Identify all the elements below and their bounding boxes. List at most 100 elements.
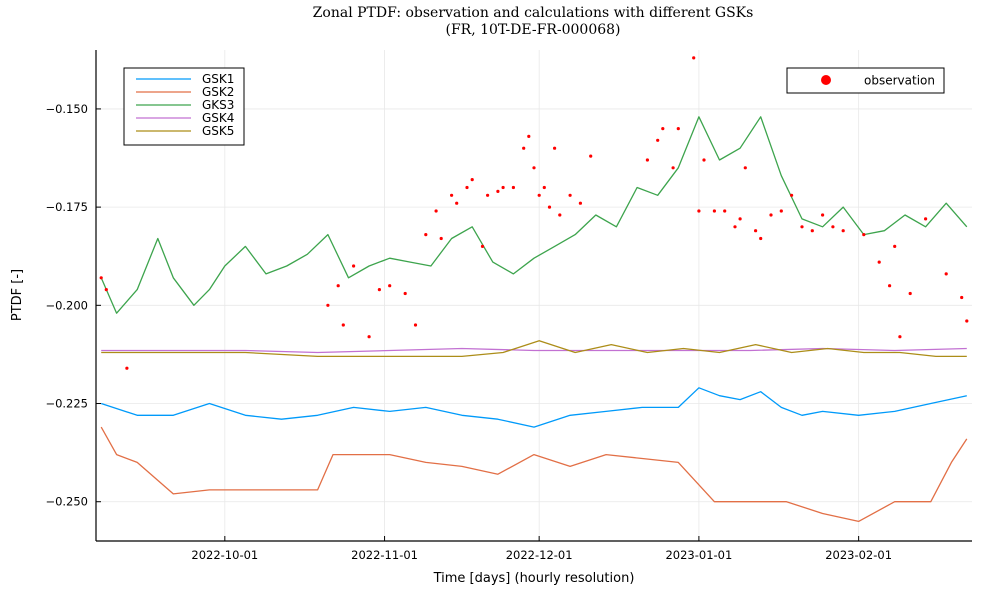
observation-point xyxy=(336,284,340,288)
observation-point xyxy=(888,284,892,288)
y-axis-label: PTDF [-] xyxy=(10,269,25,321)
observation-point xyxy=(965,319,969,323)
observation-point xyxy=(671,166,675,170)
legend-label-gsk2: GSK2 xyxy=(202,85,234,99)
observation-point xyxy=(326,303,330,307)
y-tick-label: −0.150 xyxy=(45,102,88,116)
observation-point xyxy=(656,138,660,142)
observation-point xyxy=(692,56,696,60)
observation-point xyxy=(743,166,747,170)
observation-point xyxy=(568,193,572,197)
observation-points xyxy=(99,56,969,370)
x-tick-label: 2022-10-01 xyxy=(191,548,258,562)
observation-point xyxy=(676,127,680,131)
observation-point xyxy=(877,260,881,264)
grid xyxy=(96,50,972,541)
observation-point xyxy=(800,225,804,229)
observation-point xyxy=(733,225,737,229)
observation-point xyxy=(99,276,103,280)
observation-point xyxy=(388,284,392,288)
observation-point xyxy=(104,288,108,292)
chart-subtitle: (FR, 10T-DE-FR-000068) xyxy=(445,22,620,38)
legend-left-box xyxy=(123,67,245,146)
observation-point xyxy=(661,127,665,131)
observation-point xyxy=(547,205,552,209)
legend-label-gsk5: GSK5 xyxy=(202,124,234,138)
legend-label-gsk1: GSK1 xyxy=(202,72,234,86)
observation-point xyxy=(424,233,428,237)
observation-point xyxy=(480,244,485,248)
observation-point xyxy=(527,134,531,138)
observation-point xyxy=(821,213,825,217)
x-tick-label: 2022-12-01 xyxy=(506,548,573,562)
observation-point xyxy=(924,217,928,221)
series-line-gsk1 xyxy=(100,387,967,428)
legend-observation-label: observation xyxy=(864,74,935,88)
legend-right: observation xyxy=(786,67,945,94)
observation-point xyxy=(697,209,701,213)
observation-point xyxy=(377,288,381,292)
observation-point xyxy=(486,193,490,197)
observation-point xyxy=(769,213,773,217)
series-line-gks3 xyxy=(100,116,968,314)
observation-point xyxy=(759,236,763,241)
observation-point xyxy=(712,209,717,213)
observation-point xyxy=(450,193,454,197)
y-tick-label: −0.250 xyxy=(45,495,88,509)
x-axis-label: Time [days] (hourly resolution) xyxy=(433,571,635,586)
x-tick-label: 2023-01-01 xyxy=(665,548,732,562)
observation-point xyxy=(862,233,866,237)
observation-point xyxy=(893,244,897,248)
observation-point xyxy=(352,264,356,268)
series-layer xyxy=(100,116,968,523)
observation-point xyxy=(960,295,964,300)
observation-point xyxy=(908,291,912,296)
y-ticks: −0.250 −0.225 −0.200 −0.175 −0.150 xyxy=(45,102,101,509)
y-tick-label: −0.200 xyxy=(45,298,88,312)
observation-point xyxy=(944,272,948,276)
observation-point xyxy=(553,146,557,150)
observation-point xyxy=(779,209,783,213)
x-ticks: 2022-10-01 2022-11-01 2022-12-01 2023-01-01… xyxy=(191,536,892,562)
observation-point xyxy=(537,193,541,197)
observation-point xyxy=(702,158,706,162)
observation-point xyxy=(496,189,500,193)
observation-point xyxy=(831,225,835,229)
observation-point xyxy=(754,229,758,233)
observation-point xyxy=(511,185,515,190)
observation-point xyxy=(532,166,536,170)
series-line-gsk5 xyxy=(101,340,967,358)
chart-title: Zonal PTDF: observation and calculations… xyxy=(313,5,754,21)
observation-point xyxy=(125,366,129,370)
observation-point xyxy=(455,201,459,205)
y-tick-label: −0.225 xyxy=(45,397,88,411)
x-tick-label: 2022-11-01 xyxy=(351,548,418,562)
observation-point xyxy=(645,158,650,162)
observation-point xyxy=(501,185,505,190)
observation-point xyxy=(341,323,345,327)
observation-point xyxy=(522,146,526,150)
observation-point xyxy=(434,209,438,213)
observation-point xyxy=(439,236,443,241)
observation-point xyxy=(413,323,418,327)
observation-point xyxy=(542,185,546,190)
observation-point xyxy=(589,154,593,158)
series-line-gsk2 xyxy=(100,426,968,523)
legend-right-box xyxy=(786,67,945,94)
observation-point xyxy=(578,201,583,205)
observation-point xyxy=(470,178,474,182)
legend-label-gks3: GKS3 xyxy=(202,98,234,112)
observation-point xyxy=(790,193,794,197)
observation-point xyxy=(723,209,727,213)
observation-point xyxy=(810,229,814,233)
y-tick-label: −0.175 xyxy=(45,200,88,214)
legend-label-gsk4: GSK4 xyxy=(202,111,234,125)
observation-point xyxy=(558,213,562,217)
observation-point xyxy=(403,291,407,296)
observation-point xyxy=(841,229,845,233)
observation-point xyxy=(367,335,371,339)
observation-point xyxy=(738,217,742,221)
